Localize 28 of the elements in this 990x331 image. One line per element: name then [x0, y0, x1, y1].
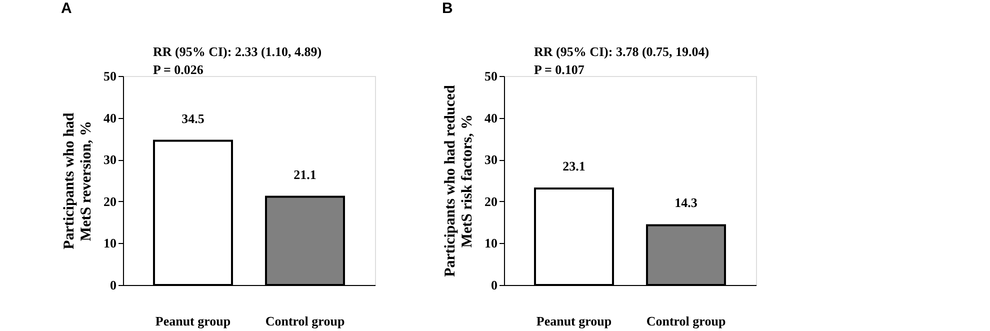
y-tick-label: 40 — [484, 110, 498, 126]
x-tick-label: Control group — [265, 314, 345, 328]
y-tick-label: 10 — [104, 236, 116, 251]
y-axis-title: Participants who had reduced MetS risk factors, % — [442, 84, 476, 277]
y-tick-label: 50 — [484, 68, 498, 84]
y-tick-label: 40 — [104, 110, 116, 126]
y-tick-label: 0 — [110, 278, 116, 292]
chart-title: B — [442, 0, 453, 17]
y-tick-label: 10 — [484, 236, 498, 251]
annotation: P = 0.026 — [153, 62, 204, 77]
chart-title: A — [61, 0, 72, 17]
x-tick-label: Peanut group — [155, 314, 231, 328]
x-tick-label: Control group — [646, 314, 726, 328]
y-tick-label: 30 — [484, 152, 498, 168]
data-label: 14.3 — [674, 195, 698, 210]
y-tick-label: 30 — [104, 152, 116, 168]
y-tick-label: 20 — [104, 194, 116, 209]
y-tick-label: 0 — [491, 278, 498, 292]
data-label: 21.1 — [294, 166, 316, 182]
x-tick-label: Peanut group — [536, 314, 612, 328]
annotation: P = 0.107 — [534, 62, 585, 77]
y-axis-title: Participants who had MetS reversion, % — [62, 112, 94, 250]
data-label: 23.1 — [562, 158, 586, 174]
text: RR (95% CI): 2.33 (1.10, 4.89) — [153, 44, 322, 59]
text: RR (95% CI): 3.78 (0.75, 19.04) — [534, 44, 710, 59]
data-label: 34.5 — [182, 110, 205, 126]
y-tick-label: 20 — [484, 194, 498, 209]
y-tick-label: 50 — [104, 68, 116, 84]
